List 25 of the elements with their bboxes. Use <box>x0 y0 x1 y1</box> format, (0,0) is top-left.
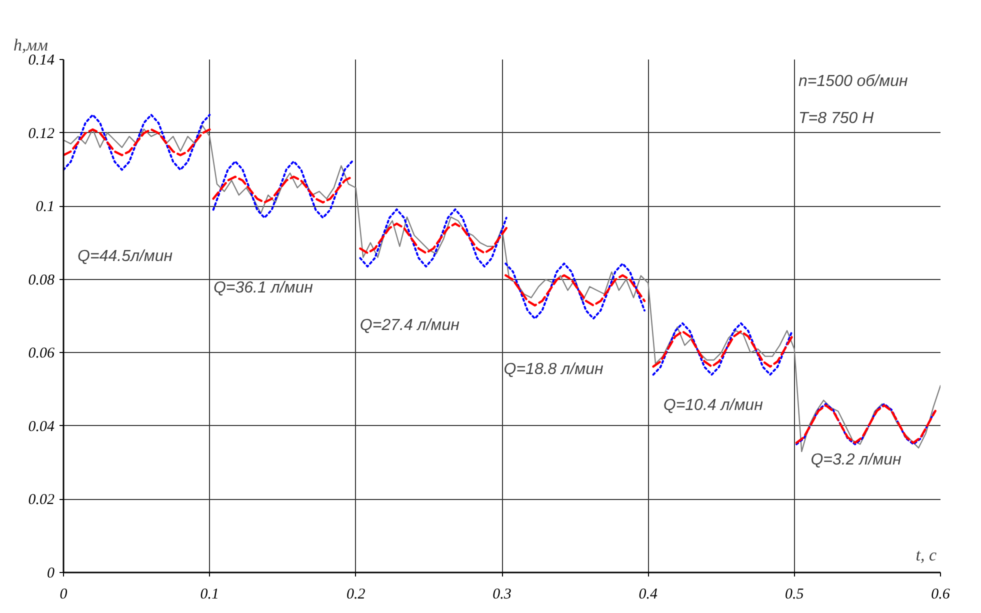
annotation: Q=3.2 л/мин <box>810 452 902 469</box>
y-tick-label: 0.1 <box>36 199 54 216</box>
x-tick-label: 0 <box>60 586 68 602</box>
annotation: Q=44.5л/мин <box>78 248 173 265</box>
y-tick-label: 0.02 <box>28 492 55 508</box>
x-axis-title: t, c <box>916 546 937 564</box>
annotation: n=1500 об/мин <box>798 73 908 90</box>
y-tick-label: 0.12 <box>28 126 55 142</box>
y-tick-label: 0 <box>47 566 55 582</box>
x-tick-label: 0.1 <box>200 586 220 602</box>
x-tick-label: 0.2 <box>346 586 366 602</box>
x-tick-label: 0.5 <box>784 586 804 602</box>
annotation: Q=27.4 л/мин <box>360 317 460 334</box>
x-tick-label: 0.3 <box>492 586 512 602</box>
y-tick-label: 0.08 <box>28 272 55 288</box>
y-tick-label: 0.14 <box>28 52 55 68</box>
annotation: Q=36.1 л/мин <box>213 279 314 296</box>
annotation: Q=18.8 л/мин <box>504 360 604 378</box>
y-axis-title: h,мм <box>14 36 48 54</box>
annotation: Q=10.4 л/мин <box>663 396 764 414</box>
y-tick-label: 0.04 <box>28 418 55 435</box>
x-tick-label: 0.6 <box>931 586 950 602</box>
y-tick-label: 0.06 <box>28 346 55 362</box>
x-tick-label: 0.4 <box>638 586 658 602</box>
annotation: T=8 750 H <box>798 110 874 127</box>
